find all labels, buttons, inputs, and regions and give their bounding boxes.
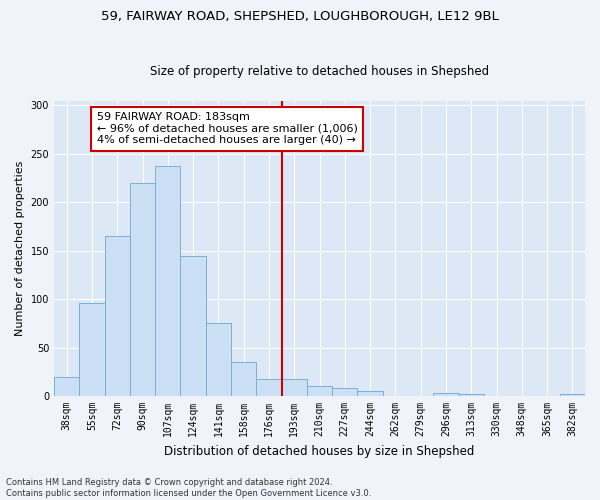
X-axis label: Distribution of detached houses by size in Shepshed: Distribution of detached houses by size … (164, 444, 475, 458)
Bar (560, 394, 585, 396)
Bar (458, 394, 484, 396)
Bar (181, 256, 206, 396)
Bar (332, 388, 358, 396)
Bar (206, 324, 231, 396)
Bar (130, 183, 155, 396)
Bar (256, 378, 281, 396)
Bar (433, 393, 458, 396)
Bar (104, 236, 130, 396)
Bar (54, 376, 79, 396)
Title: Size of property relative to detached houses in Shepshed: Size of property relative to detached ho… (150, 66, 489, 78)
Bar (358, 391, 383, 396)
Bar (307, 386, 332, 396)
Text: 59, FAIRWAY ROAD, SHEPSHED, LOUGHBOROUGH, LE12 9BL: 59, FAIRWAY ROAD, SHEPSHED, LOUGHBOROUGH… (101, 10, 499, 23)
Text: Contains HM Land Registry data © Crown copyright and database right 2024.
Contai: Contains HM Land Registry data © Crown c… (6, 478, 371, 498)
Bar (155, 166, 181, 396)
Text: 59 FAIRWAY ROAD: 183sqm
← 96% of detached houses are smaller (1,006)
4% of semi-: 59 FAIRWAY ROAD: 183sqm ← 96% of detache… (97, 112, 358, 146)
Y-axis label: Number of detached properties: Number of detached properties (15, 160, 25, 336)
Bar (281, 378, 307, 396)
Bar (231, 362, 256, 396)
Bar (79, 303, 104, 396)
